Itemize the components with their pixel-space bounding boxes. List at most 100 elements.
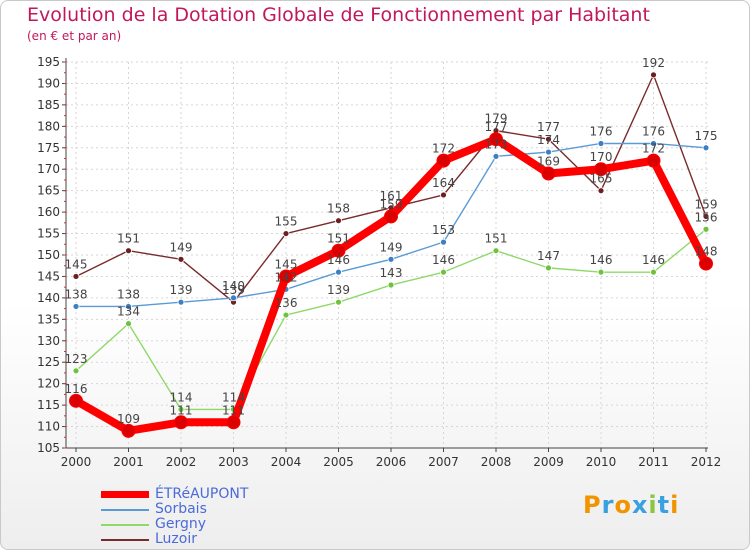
data-label: 149: [380, 240, 403, 254]
data-label: 174: [537, 133, 560, 147]
data-label: 139: [222, 283, 245, 297]
data-point: [331, 243, 346, 258]
data-point: [492, 152, 500, 160]
data-point: [279, 269, 293, 284]
data-point: [335, 217, 342, 225]
data-label: 175: [695, 129, 718, 143]
logo-letter: i: [648, 491, 658, 519]
data-label: 142: [275, 270, 298, 284]
data-label: 114: [222, 390, 245, 404]
data-point: [177, 298, 185, 306]
data-point: [650, 71, 657, 79]
data-label: 159: [695, 197, 718, 211]
data-point: [230, 294, 237, 302]
y-tick-label: 120: [37, 377, 60, 391]
data-label: 159: [380, 197, 403, 211]
data-label: 145: [275, 257, 298, 271]
legend-swatch: [101, 509, 149, 511]
data-label: 146: [432, 253, 455, 267]
series-étréaupont: [69, 132, 713, 438]
y-tick-label: 195: [37, 55, 60, 69]
legend-swatch: [101, 491, 149, 498]
y-tick-label: 105: [37, 441, 60, 455]
x-tick-label: 2002: [166, 455, 197, 469]
data-label: 192: [642, 56, 665, 70]
data-label: 158: [327, 202, 350, 216]
data-point: [597, 187, 605, 195]
x-tick-label: 2000: [61, 455, 92, 469]
y-tick-label: 170: [37, 162, 60, 176]
y-tick-label: 125: [37, 355, 60, 369]
data-point: [174, 415, 188, 430]
data-point: [72, 303, 80, 310]
data-point: [282, 230, 290, 237]
data-point: [545, 264, 552, 272]
data-label: 170: [590, 150, 613, 164]
y-tick-label: 150: [37, 248, 60, 262]
legend-swatch: [101, 524, 149, 526]
data-label: 109: [117, 412, 140, 426]
data-label: 151: [117, 232, 140, 246]
data-label: 172: [432, 142, 455, 156]
data-point: [177, 405, 185, 413]
y-tick-label: 110: [37, 420, 60, 434]
data-label: 148: [695, 245, 718, 259]
data-point: [702, 144, 710, 152]
chart-title: Evolution de la Dotation Globale de Fonc…: [27, 4, 650, 26]
data-label: 161: [380, 189, 403, 203]
data-label: 123: [65, 352, 88, 366]
data-label: 173: [485, 137, 508, 151]
data-label: 177: [537, 120, 560, 134]
y-tick-label: 180: [37, 119, 60, 133]
data-point: [387, 281, 395, 289]
data-point: [69, 393, 83, 408]
data-label: 140: [222, 279, 245, 293]
series-sorbais: [72, 140, 710, 310]
logo-letter: x: [631, 491, 649, 519]
y-tick-label: 135: [37, 312, 60, 326]
legend-label: Gergny: [155, 516, 207, 532]
legend-swatch: [101, 539, 149, 541]
data-label: 177: [485, 120, 508, 134]
data-label: 143: [380, 266, 403, 280]
data-point: [177, 255, 185, 263]
data-point: [597, 140, 605, 147]
data-point: [545, 135, 552, 143]
x-tick-label: 2001: [113, 455, 144, 469]
data-label: 136: [275, 296, 298, 310]
x-tick-label: 2007: [428, 455, 459, 469]
data-point: [72, 273, 80, 280]
data-label: 156: [695, 210, 718, 224]
data-label: 146: [590, 253, 613, 267]
data-label: 176: [590, 124, 613, 138]
data-label: 146: [327, 253, 350, 267]
legend-label: Sorbais: [155, 501, 207, 517]
data-point: [125, 247, 132, 255]
data-point: [436, 153, 451, 168]
data-label: 139: [170, 283, 193, 297]
proxiti-logo: Proxiti: [583, 491, 679, 519]
data-label: 179: [485, 112, 508, 126]
data-point: [545, 148, 552, 156]
y-tick-label: 140: [37, 291, 60, 305]
y-tick-label: 155: [37, 227, 60, 241]
data-point: [702, 212, 710, 220]
logo-letter: r: [601, 491, 615, 519]
data-point: [489, 132, 503, 147]
x-tick-label: 2006: [376, 455, 407, 469]
data-label: 155: [275, 215, 298, 229]
data-label: 172: [642, 142, 665, 156]
data-point: [125, 320, 132, 328]
x-tick-label: 2009: [533, 455, 564, 469]
data-label: 147: [537, 249, 560, 263]
data-label: 151: [485, 232, 508, 246]
data-label: 149: [170, 240, 193, 254]
y-tick-label: 175: [37, 141, 60, 155]
data-point: [492, 247, 500, 255]
y-tick-label: 165: [37, 184, 60, 198]
x-tick-label: 2008: [481, 455, 512, 469]
data-label: 138: [65, 287, 88, 301]
x-tick-label: 2005: [323, 455, 354, 469]
chart-subtitle: (en € et par an): [27, 29, 122, 43]
x-tick-label: 2012: [691, 455, 722, 469]
